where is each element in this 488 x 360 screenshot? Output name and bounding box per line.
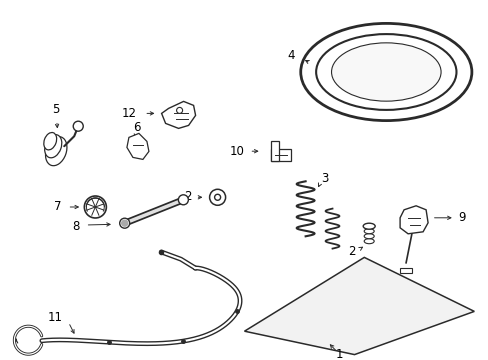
Text: 6: 6 xyxy=(133,121,141,134)
Text: 3: 3 xyxy=(321,172,328,185)
Text: 10: 10 xyxy=(229,145,244,158)
Circle shape xyxy=(122,220,127,226)
Polygon shape xyxy=(244,257,473,355)
Text: 9: 9 xyxy=(457,211,465,224)
Text: 7: 7 xyxy=(54,201,61,213)
Circle shape xyxy=(120,218,129,228)
Text: 5: 5 xyxy=(52,103,60,116)
Circle shape xyxy=(178,195,188,205)
Bar xyxy=(271,149,291,161)
Circle shape xyxy=(84,196,106,218)
Ellipse shape xyxy=(364,239,373,244)
Text: 2: 2 xyxy=(184,190,192,203)
Circle shape xyxy=(73,121,83,131)
Bar xyxy=(399,268,411,273)
Text: 8: 8 xyxy=(72,220,80,233)
Text: 12: 12 xyxy=(122,107,137,120)
Polygon shape xyxy=(161,102,195,129)
Ellipse shape xyxy=(363,223,374,229)
Circle shape xyxy=(176,107,182,113)
Polygon shape xyxy=(127,134,149,159)
Text: 4: 4 xyxy=(286,49,294,62)
Text: 11: 11 xyxy=(47,311,62,324)
Ellipse shape xyxy=(316,34,456,110)
Polygon shape xyxy=(399,206,427,234)
Ellipse shape xyxy=(44,135,61,158)
Bar xyxy=(271,141,279,161)
Ellipse shape xyxy=(364,224,373,229)
Circle shape xyxy=(214,194,220,200)
Ellipse shape xyxy=(364,234,373,239)
Circle shape xyxy=(209,189,225,205)
Ellipse shape xyxy=(300,23,471,121)
Text: 1: 1 xyxy=(335,348,343,360)
Ellipse shape xyxy=(364,229,373,234)
Ellipse shape xyxy=(44,132,57,150)
Ellipse shape xyxy=(45,137,67,166)
Text: 2: 2 xyxy=(347,246,355,258)
Ellipse shape xyxy=(331,43,440,101)
